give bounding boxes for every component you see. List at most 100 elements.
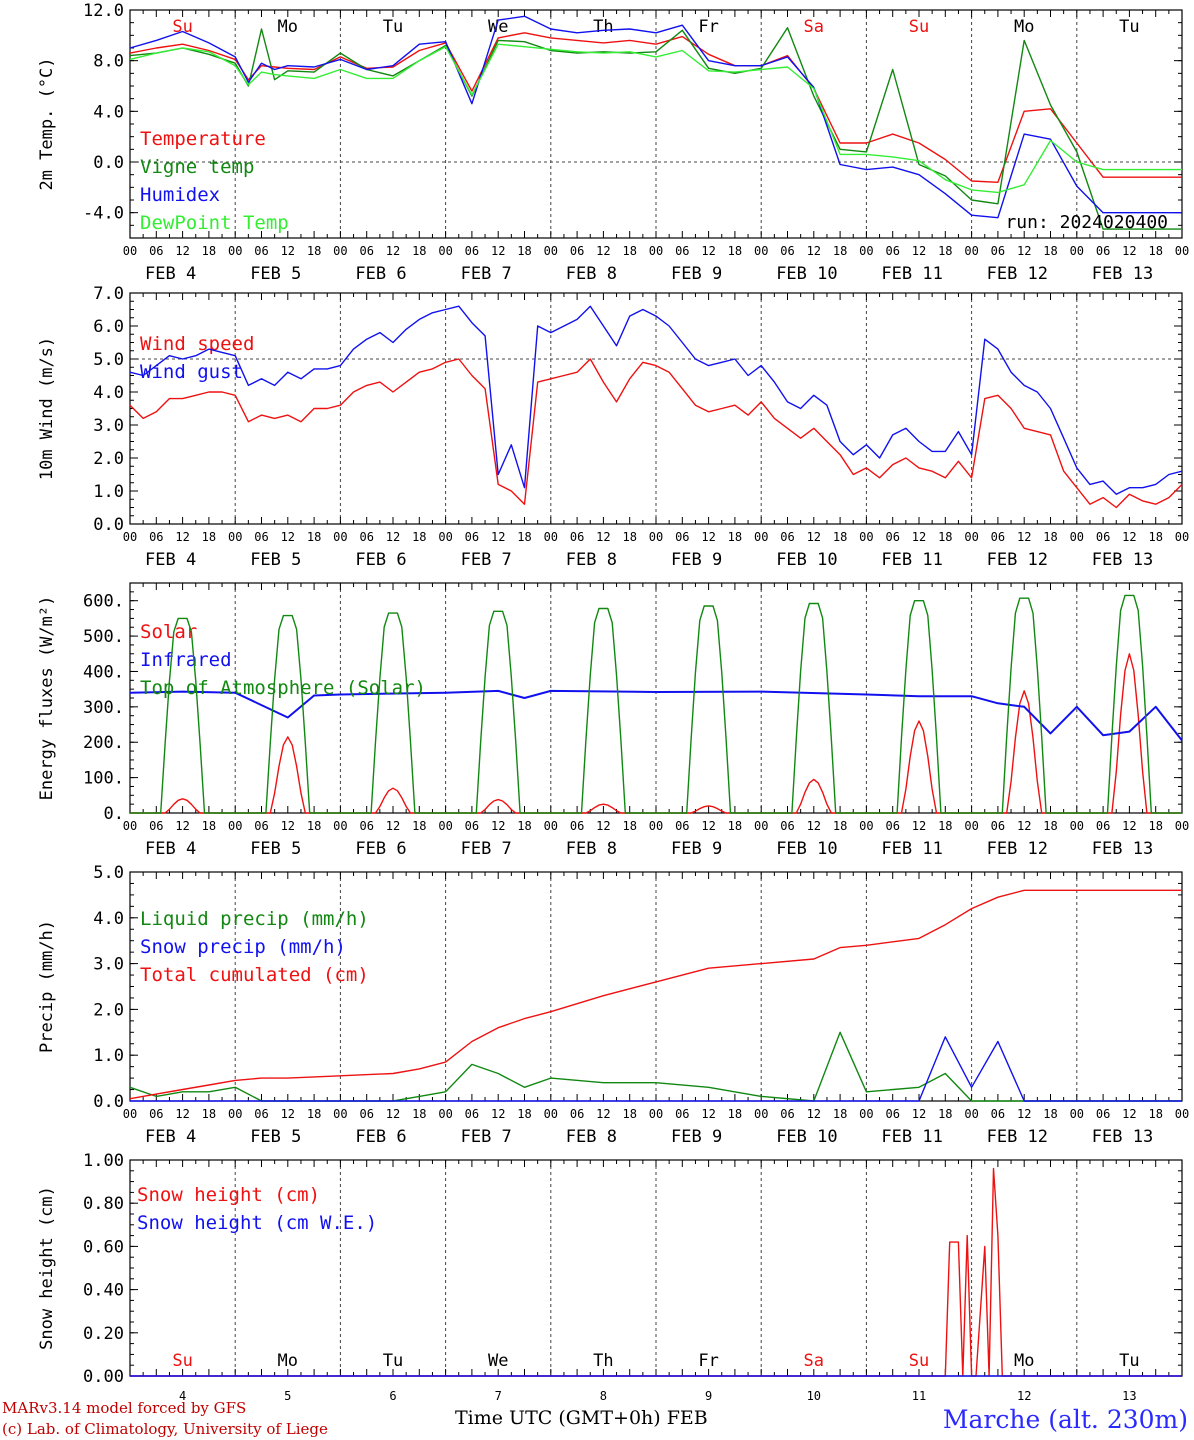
hour-tick-label: 12	[491, 1107, 505, 1121]
day-number-label: 7	[495, 1389, 502, 1403]
hour-tick-label: 12	[1122, 530, 1136, 544]
hour-tick-label: 12	[175, 1107, 189, 1121]
hour-tick-label: 00	[859, 530, 873, 544]
hour-tick-label: 00	[1070, 530, 1084, 544]
date-label: FEB 10	[776, 1127, 837, 1147]
y-tick-label: 8.0	[93, 52, 124, 72]
y-tick-label: 0.20	[83, 1324, 124, 1344]
day-of-week-label: Fr	[698, 17, 718, 37]
hour-tick-label: 12	[1017, 244, 1031, 258]
hour-tick-label: 06	[570, 530, 584, 544]
date-label: FEB 12	[987, 1127, 1048, 1147]
day-number-label: 13	[1122, 1389, 1136, 1403]
hour-tick-label: 00	[228, 530, 242, 544]
hour-tick-label: 06	[675, 819, 689, 833]
hour-tick-label: 12	[701, 244, 715, 258]
hour-tick-label: 12	[281, 244, 295, 258]
y-tick-label: 0.	[104, 804, 124, 824]
date-label: FEB 5	[250, 264, 301, 284]
date-label: FEB 4	[145, 839, 196, 859]
hour-tick-label: 12	[596, 530, 610, 544]
hour-tick-label: 12	[386, 1107, 400, 1121]
hour-tick-label: 00	[1175, 530, 1189, 544]
hour-tick-label: 12	[281, 1107, 295, 1121]
hour-tick-label: 06	[675, 244, 689, 258]
day-of-week-label: Mo	[278, 1351, 298, 1371]
hour-tick-label: 00	[544, 819, 558, 833]
hour-tick-label: 18	[938, 244, 952, 258]
hour-tick-label: 00	[1070, 244, 1084, 258]
day-of-week-label: Tu	[1119, 1351, 1139, 1371]
hour-tick-label: 18	[622, 1107, 636, 1121]
y-tick-label: 4.0	[93, 909, 124, 929]
hour-tick-label: 00	[228, 819, 242, 833]
hour-tick-label: 00	[544, 244, 558, 258]
hour-tick-label: 00	[123, 1107, 137, 1121]
date-label: FEB 9	[671, 1127, 722, 1147]
date-label: FEB 12	[987, 839, 1048, 859]
date-label: FEB 8	[566, 1127, 617, 1147]
day-of-week-label: Tu	[383, 1351, 403, 1371]
y-axis-title: 10m Wind (m/s)	[37, 337, 57, 480]
hour-tick-label: 00	[544, 530, 558, 544]
snow-height-panel: 1.00 0.80 0.60 0.40 0.20 0.00 Snow height (cm)…	[37, 1151, 1183, 1403]
day-number-label: 8	[600, 1389, 607, 1403]
y-tick-label: 3.0	[93, 416, 124, 436]
date-label: FEB 7	[461, 264, 512, 284]
series-line-green	[129, 27, 1182, 230]
day-of-week-label: Th	[593, 1351, 613, 1371]
date-label: FEB 11	[881, 550, 942, 570]
y-tick-label: 500.	[83, 627, 124, 647]
hour-tick-label: 18	[517, 819, 531, 833]
y-tick-label: 2.0	[93, 1000, 124, 1020]
hour-tick-label: 00	[1175, 819, 1189, 833]
hour-tick-label: 00	[1070, 819, 1084, 833]
day-of-week-label: Tu	[1119, 17, 1139, 37]
legend-entry: Snow height (cm W.E.)	[137, 1212, 377, 1234]
date-label: FEB 5	[250, 550, 301, 570]
hour-tick-label: 18	[1043, 244, 1057, 258]
y-axis-title: 2m Temp. (°C)	[37, 57, 57, 190]
series-line-blue	[130, 1036, 1182, 1102]
hour-tick-label: 06	[359, 819, 373, 833]
hour-tick-label: 18	[1148, 1107, 1162, 1121]
hour-tick-label: 06	[675, 530, 689, 544]
hour-tick-label: 12	[807, 530, 821, 544]
hour-tick-label: 12	[1122, 244, 1136, 258]
date-label: FEB 4	[145, 1127, 196, 1147]
y-tick-label: 0.0	[93, 515, 124, 535]
hour-tick-label: 06	[359, 1107, 373, 1121]
hour-tick-label: 00	[964, 819, 978, 833]
series-line-green	[129, 1031, 1182, 1102]
date-label: FEB 4	[145, 264, 196, 284]
hour-tick-label: 06	[570, 819, 584, 833]
hour-tick-label: 18	[728, 244, 742, 258]
hour-tick-label: 12	[701, 530, 715, 544]
hour-tick-label: 00	[544, 1107, 558, 1121]
y-tick-label: 1.0	[93, 1046, 124, 1066]
date-label: FEB 7	[461, 550, 512, 570]
hour-tick-label: 06	[780, 819, 794, 833]
hour-tick-label: 12	[1017, 530, 1031, 544]
hour-tick-label: 12	[491, 819, 505, 833]
hour-tick-label: 00	[1175, 1107, 1189, 1121]
hour-tick-label: 00	[438, 244, 452, 258]
y-tick-label: 0.60	[83, 1237, 124, 1257]
series-line-lightgreen	[129, 43, 1182, 194]
hour-tick-label: 06	[149, 819, 163, 833]
hour-tick-label: 00	[1175, 244, 1189, 258]
hour-tick-label: 12	[1017, 1107, 1031, 1121]
hour-tick-label: 06	[254, 530, 268, 544]
date-label: FEB 12	[987, 264, 1048, 284]
date-label: FEB 5	[250, 839, 301, 859]
day-of-week-label: Sa	[804, 1351, 824, 1371]
date-label: FEB 10	[776, 839, 837, 859]
hour-tick-label: 18	[1043, 530, 1057, 544]
date-label: FEB 11	[881, 264, 942, 284]
hour-tick-label: 00	[649, 1107, 663, 1121]
hour-tick-label: 12	[386, 244, 400, 258]
hour-tick-label: 12	[1017, 819, 1031, 833]
y-tick-label: 5.0	[93, 350, 124, 370]
y-tick-label: 100.	[83, 769, 124, 789]
